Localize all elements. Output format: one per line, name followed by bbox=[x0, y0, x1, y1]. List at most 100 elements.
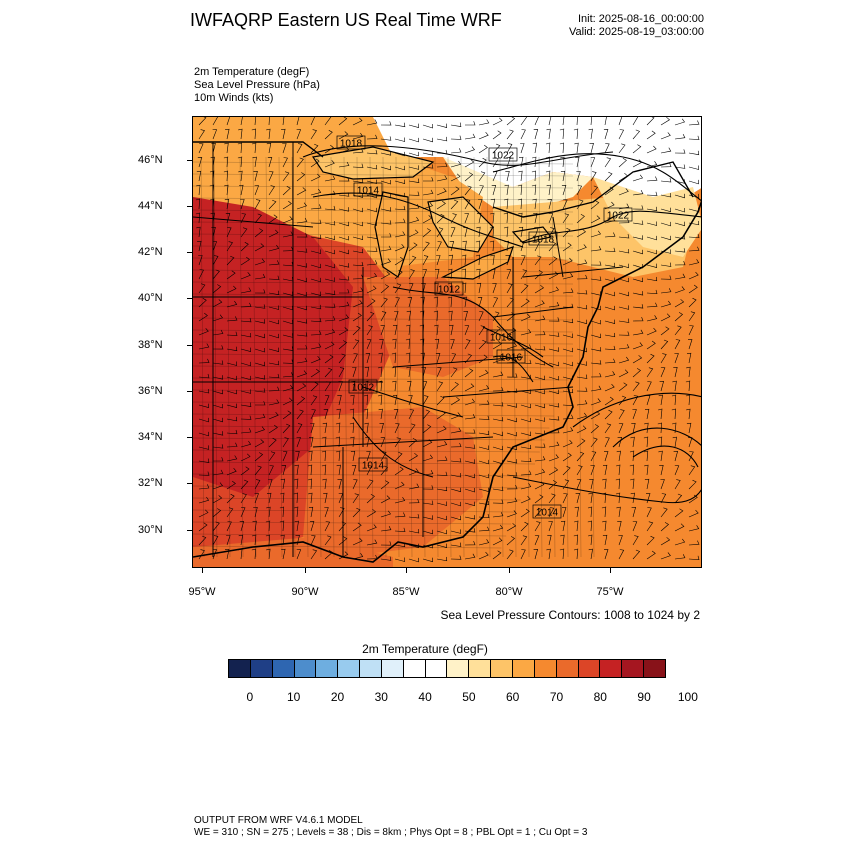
svg-text:1016: 1016 bbox=[500, 353, 523, 364]
field-temperature: 2m Temperature (degF) bbox=[194, 66, 310, 78]
colorbar-tick-label: 90 bbox=[637, 690, 651, 704]
lat-tick bbox=[187, 160, 192, 161]
field-winds: 10m Winds (kts) bbox=[194, 92, 274, 104]
colorbar-swatch bbox=[512, 660, 535, 677]
svg-text:1022: 1022 bbox=[607, 211, 630, 222]
lat-tick bbox=[187, 391, 192, 392]
colorbar-swatch bbox=[294, 660, 317, 677]
lake-erie bbox=[440, 246, 514, 280]
slp-contour-label: 1018 bbox=[336, 135, 366, 150]
svg-text:1012: 1012 bbox=[438, 285, 461, 296]
lat-label-46: 46°N bbox=[138, 154, 163, 166]
lake-ontario bbox=[511, 226, 553, 244]
svg-text:1022: 1022 bbox=[492, 151, 515, 162]
contour-note: Sea Level Pressure Contours: 1008 to 102… bbox=[440, 608, 701, 622]
lat-tick bbox=[187, 298, 192, 299]
lon-label-90: 90°W bbox=[291, 586, 319, 598]
slp-contour-label: 1022 bbox=[488, 147, 518, 162]
colorbar-tick-label: 100 bbox=[677, 690, 698, 704]
run-info: Init: 2025-08-16_00:00:00 Valid: 2025-08… bbox=[569, 13, 704, 39]
county-lines bbox=[193, 156, 595, 558]
slp-label-group: 1018 1022 1014 1022 1018 1012 1016 1016 1012 1014… bbox=[336, 135, 633, 519]
colorbar-tick-label: 40 bbox=[418, 690, 432, 704]
colorbar-swatch bbox=[469, 660, 492, 677]
svg-text:1018: 1018 bbox=[532, 235, 555, 246]
plot-title: IWFAQRP Eastern US Real Time WRF bbox=[190, 10, 502, 30]
colorbar-tick-label: 10 bbox=[287, 690, 301, 704]
lat-label-34: 34°N bbox=[138, 431, 163, 443]
lon-label-85: 85°W bbox=[392, 586, 420, 598]
slp-contour-label: 1014 bbox=[532, 504, 562, 519]
lat-label-36: 36°N bbox=[138, 385, 163, 397]
colorbar-tick-label: 70 bbox=[549, 690, 564, 704]
colorbar-swatch bbox=[425, 660, 448, 677]
lon-label-80: 80°W bbox=[495, 586, 523, 598]
lon-tick bbox=[509, 568, 510, 573]
svg-text:1012: 1012 bbox=[352, 383, 375, 394]
lat-label-40: 40°N bbox=[138, 292, 163, 304]
colorbar-swatch bbox=[316, 660, 339, 677]
svg-text:1014: 1014 bbox=[357, 186, 380, 197]
svg-text:1014: 1014 bbox=[362, 461, 385, 472]
footer-model: OUTPUT FROM WRF V4.6.1 MODEL bbox=[194, 815, 363, 826]
lon-tick bbox=[406, 568, 407, 573]
colorbar-swatch bbox=[644, 660, 665, 677]
slp-contour-label: 1014 bbox=[353, 182, 383, 197]
lat-tick bbox=[187, 345, 192, 346]
lake-huron bbox=[427, 196, 494, 253]
weather-map: 1018 1022 1014 1022 1018 1012 1016 1016 1012 1014… bbox=[193, 117, 701, 567]
lat-label-44: 44°N bbox=[138, 200, 163, 212]
colorbar-tick-label: 60 bbox=[506, 690, 520, 704]
colorbar-swatch bbox=[229, 660, 251, 677]
colorbar-tick-label: 50 bbox=[462, 690, 476, 704]
map-panel: 1018 1022 1014 1022 1018 1012 1016 1016 1012 1014… bbox=[192, 116, 702, 568]
colorbar-tick-label: 20 bbox=[330, 690, 345, 704]
svg-text:1014: 1014 bbox=[536, 508, 559, 519]
lon-tick bbox=[305, 568, 306, 573]
colorbar-swatch bbox=[578, 660, 601, 677]
slp-contour-label: 1022 bbox=[603, 207, 633, 222]
lon-tick bbox=[610, 568, 611, 573]
lon-label-95: 95°W bbox=[188, 586, 216, 598]
colorbar-swatch bbox=[338, 660, 361, 677]
footer-config: WE = 310 ; SN = 275 ; Levels = 38 ; Dis … bbox=[194, 827, 588, 838]
init-time: Init: 2025-08-16_00:00:00 bbox=[578, 13, 704, 25]
lat-tick bbox=[187, 437, 192, 438]
coastline bbox=[193, 200, 701, 563]
colorbar-swatch bbox=[403, 660, 426, 677]
colorbar-swatch bbox=[534, 660, 557, 677]
colorbar-swatch bbox=[447, 660, 470, 677]
lon-tick bbox=[202, 568, 203, 573]
temperature-field-ohio-valley bbox=[363, 277, 493, 377]
lat-label-38: 38°N bbox=[138, 339, 163, 351]
field-pressure: Sea Level Pressure (hPa) bbox=[194, 79, 320, 91]
svg-text:1016: 1016 bbox=[490, 333, 513, 344]
svg-text:1018: 1018 bbox=[340, 139, 363, 150]
valid-time: Valid: 2025-08-19_03:00:00 bbox=[569, 26, 704, 38]
colorbar-swatch bbox=[600, 660, 623, 677]
colorbar-swatch bbox=[491, 660, 513, 677]
colorbar-swatch bbox=[250, 660, 273, 677]
temperature-field-newengland bbox=[593, 177, 701, 257]
colorbar-tick-label: 0 bbox=[246, 690, 254, 704]
lake-michigan bbox=[374, 191, 409, 278]
colorbar-swatch bbox=[272, 660, 295, 677]
slp-contour-label: 1016 bbox=[496, 349, 526, 364]
colorbar-title: 2m Temperature (degF) bbox=[362, 642, 488, 656]
colorbar-tick-label: 80 bbox=[593, 690, 607, 704]
lat-tick bbox=[187, 206, 192, 207]
lat-label-30: 30°N bbox=[138, 524, 163, 536]
slp-contour-label: 1012 bbox=[434, 281, 464, 296]
colorbar bbox=[228, 659, 666, 678]
lon-label-75: 75°W bbox=[596, 586, 624, 598]
colorbar-swatch bbox=[556, 660, 579, 677]
lat-label-32: 32°N bbox=[138, 477, 163, 489]
colorbar-swatch bbox=[360, 660, 382, 677]
lat-tick bbox=[187, 252, 192, 253]
lat-tick bbox=[187, 530, 192, 531]
lat-tick bbox=[187, 483, 192, 484]
slp-contour-label: 1014 bbox=[358, 457, 388, 472]
slp-contour-label: 1016 bbox=[486, 329, 516, 344]
lat-label-42: 42°N bbox=[138, 246, 163, 258]
colorbar-swatch bbox=[381, 660, 404, 677]
